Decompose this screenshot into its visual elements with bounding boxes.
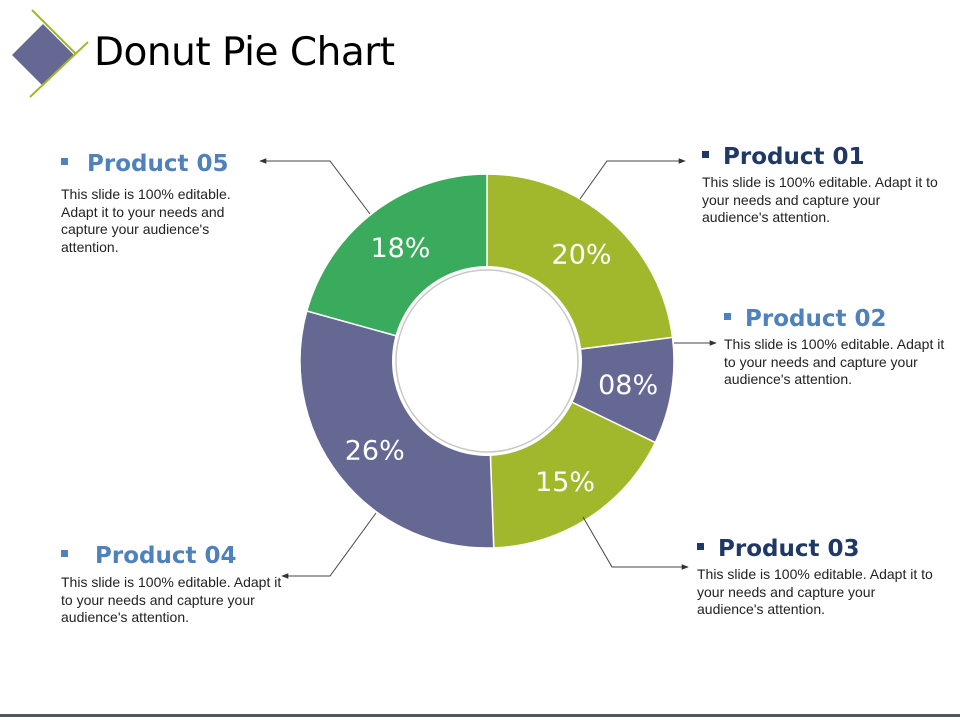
bullet-icon [61, 158, 68, 165]
logo-line [29, 41, 89, 98]
product-01-desc: This slide is 100% editable. Adapt it to… [702, 174, 938, 225]
donut-hole [395, 269, 579, 453]
bullet-icon [724, 313, 731, 320]
bullet-icon [702, 151, 709, 158]
product-01-callout: Product 01 This slide is 100% editable. … [702, 143, 942, 227]
connector-product-01 [579, 158, 686, 200]
slice-label-01: 20% [552, 240, 612, 271]
product-01-title: Product 01 [723, 144, 865, 170]
bullet-icon [61, 550, 68, 557]
logo-diamond-icon [12, 9, 89, 98]
product-05-desc: This slide is 100% editable. Adapt it to… [61, 186, 231, 255]
product-02-title: Product 02 [745, 306, 887, 332]
slice-label-05: 18% [370, 233, 430, 264]
product-04-callout: Product 04 This slide is 100% editable. … [61, 542, 293, 627]
product-04-title: Product 04 [95, 543, 237, 569]
logo-line [31, 9, 77, 55]
bullet-icon [697, 543, 704, 550]
slice-label-04: 26% [345, 436, 405, 467]
product-04-desc: This slide is 100% editable. Adapt it to… [61, 574, 282, 625]
connector-product-03 [582, 516, 689, 570]
product-03-callout: Product 03 This slide is 100% editable. … [697, 535, 937, 619]
callout-connectors [259, 158, 717, 579]
product-02-desc: This slide is 100% editable. Adapt it to… [724, 336, 945, 387]
page-title: Donut Pie Chart [94, 30, 395, 75]
product-03-desc: This slide is 100% editable. Adapt it to… [697, 566, 933, 617]
slice-label-02: 08% [598, 370, 658, 401]
product-03-title: Product 03 [718, 536, 860, 562]
footer-divider [0, 714, 960, 717]
slice-label-03: 15% [535, 467, 595, 498]
product-05-title: Product 05 [87, 151, 229, 177]
connector-product-05 [259, 158, 371, 215]
connector-product-04 [281, 512, 377, 579]
product-02-callout: Product 02 This slide is 100% editable. … [724, 305, 956, 389]
product-05-callout: Product 05 This slide is 100% editable. … [61, 150, 251, 256]
